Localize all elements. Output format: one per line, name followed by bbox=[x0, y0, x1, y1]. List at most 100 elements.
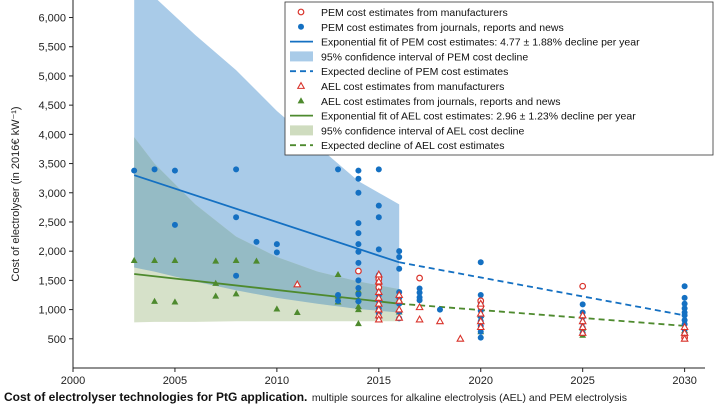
ael-manufacturer-point bbox=[476, 309, 485, 317]
ael-manufacturer-point bbox=[395, 305, 404, 313]
pem-journal-point bbox=[253, 238, 260, 245]
ael-journal-point bbox=[212, 292, 220, 299]
pem-journal-point bbox=[375, 202, 382, 209]
legend-label-pem-fit: Exponential fit of PEM cost estimates: 4… bbox=[321, 37, 640, 49]
y-tick-label: 4,000 bbox=[38, 129, 66, 141]
ael-manufacturer-point bbox=[415, 314, 424, 323]
pem-journal-point bbox=[131, 167, 138, 174]
pem-journal-point bbox=[233, 214, 240, 221]
ael-manufacturer-point bbox=[415, 302, 424, 311]
pem-journal-point bbox=[273, 249, 280, 256]
y-tick-label: 1,000 bbox=[38, 305, 66, 317]
y-tick-label: 3,500 bbox=[38, 159, 66, 171]
legend-label-ael-ci: 95% confidence interval of AEL cost decl… bbox=[321, 125, 524, 137]
pem-manufacturer-point bbox=[355, 267, 362, 275]
legend-label-ael-journals: AEL cost estimates from journals, report… bbox=[321, 96, 560, 108]
ael-journal-point bbox=[354, 305, 362, 313]
y-tick-label: 5,500 bbox=[38, 42, 66, 54]
pem-journal-point bbox=[335, 166, 342, 173]
x-tick-label: 2010 bbox=[265, 375, 289, 387]
legend-label-ael-fit: Exponential fit of AEL cost estimates: 2… bbox=[321, 111, 636, 123]
pem-journal-point bbox=[477, 291, 484, 298]
y-tick-label: 5,000 bbox=[38, 71, 66, 83]
y-axis-label: Cost of electrolyser (in 2016€ kW⁻¹) bbox=[10, 106, 22, 281]
ael-manufacturer-point bbox=[374, 277, 383, 285]
ael-journal-point bbox=[273, 305, 281, 312]
x-tick-label: 2000 bbox=[61, 375, 85, 387]
y-tick-label: 3,000 bbox=[38, 188, 66, 200]
ael-journal-point bbox=[151, 256, 158, 264]
caption-title: Cost of electrolyser technologies for Pt… bbox=[4, 390, 308, 404]
pem-journal-point bbox=[171, 167, 178, 174]
ael-manufacturer-point bbox=[578, 328, 587, 336]
pem-journal-point bbox=[477, 328, 484, 335]
pem-journal-point bbox=[355, 167, 362, 174]
pem-journal-point bbox=[396, 265, 403, 272]
ael-manufacturer-point bbox=[395, 296, 404, 304]
y-tick-label: 2,000 bbox=[38, 246, 66, 258]
pem-expected-line bbox=[399, 261, 685, 317]
ael-manufacturer-point bbox=[680, 334, 689, 342]
y-tick-label: 6,000 bbox=[38, 13, 66, 25]
pem-journal-point bbox=[477, 334, 484, 341]
pem-journal-point bbox=[355, 220, 362, 227]
legend-label-ael-expected: Expected decline of AEL cost estimates bbox=[321, 140, 504, 152]
ael-expected-line bbox=[399, 302, 685, 327]
legend-label-pem-expected: Expected decline of PEM cost estimates bbox=[321, 66, 508, 78]
legend-pem-journal-icon bbox=[298, 23, 304, 30]
figure-caption: Cost of electrolyser technologies for Pt… bbox=[4, 388, 716, 410]
pem-journal-point bbox=[355, 277, 362, 284]
pem-journal-point bbox=[233, 166, 240, 173]
ael-journal-point bbox=[171, 298, 179, 305]
pem-journal-point bbox=[477, 259, 484, 266]
pem-journal-point bbox=[355, 241, 362, 248]
bands-overlap bbox=[134, 137, 400, 313]
pem-manufacturer-point bbox=[416, 274, 423, 282]
pem-journal-point bbox=[355, 291, 362, 298]
pem-manufacturer-point bbox=[579, 282, 587, 290]
ael-manufacturer-point bbox=[456, 334, 465, 342]
x-tick-label: 2015 bbox=[367, 375, 391, 387]
ael-journal-point bbox=[130, 256, 138, 264]
x-tick-label: 2030 bbox=[672, 375, 696, 387]
pem-journal-point bbox=[335, 297, 342, 304]
pem-journal-point bbox=[416, 289, 423, 296]
y-tick-label: 500 bbox=[48, 334, 66, 346]
pem-journal-point bbox=[681, 300, 688, 307]
pem-journal-point bbox=[355, 248, 362, 255]
ael-journal-point bbox=[253, 257, 260, 264]
pem-journal-point bbox=[396, 248, 403, 255]
ael-manufacturer-point bbox=[374, 314, 383, 323]
y-tick-label: 2,500 bbox=[38, 217, 66, 229]
pem-journal-point bbox=[579, 301, 586, 308]
ael-journal-point bbox=[212, 257, 220, 264]
ael-manufacturer-point bbox=[476, 322, 485, 331]
pem-journal-point bbox=[416, 297, 423, 304]
pem-journal-point bbox=[355, 230, 362, 237]
pem-journal-point bbox=[355, 259, 362, 266]
pem-journal-point bbox=[375, 246, 382, 253]
pem-journal-point bbox=[396, 254, 403, 261]
legend-box bbox=[284, 1, 714, 156]
legend-ael-journal-icon bbox=[297, 97, 305, 104]
pem-journal-point bbox=[355, 284, 362, 291]
ael-manufacturer-point bbox=[395, 313, 404, 321]
ael-journal-point bbox=[293, 308, 301, 316]
legend-label-ael-manufacturers: AEL cost estimates from manufacturers bbox=[321, 81, 504, 93]
legend: PEM cost estimates from manufacturers PEM… bbox=[284, 1, 714, 156]
ael-journal-point bbox=[354, 320, 362, 327]
ael-manufacturer-point bbox=[293, 279, 302, 288]
x-tick-label: 2005 bbox=[163, 375, 187, 387]
pem-journal-point bbox=[273, 241, 280, 248]
ael-journal-point bbox=[232, 290, 240, 297]
ael-journal-point bbox=[171, 256, 179, 264]
ael-manufacturer-point bbox=[476, 299, 485, 307]
pem-journal-point bbox=[681, 312, 688, 319]
pem-journal-point bbox=[355, 189, 362, 196]
plot-area bbox=[130, 0, 689, 342]
pem-journal-point bbox=[375, 214, 382, 221]
ael-journal-point bbox=[232, 256, 240, 264]
legend-pem-ci-icon bbox=[290, 51, 313, 62]
pem-journal-point bbox=[375, 166, 382, 173]
y-tick-label: 4,500 bbox=[38, 100, 66, 112]
